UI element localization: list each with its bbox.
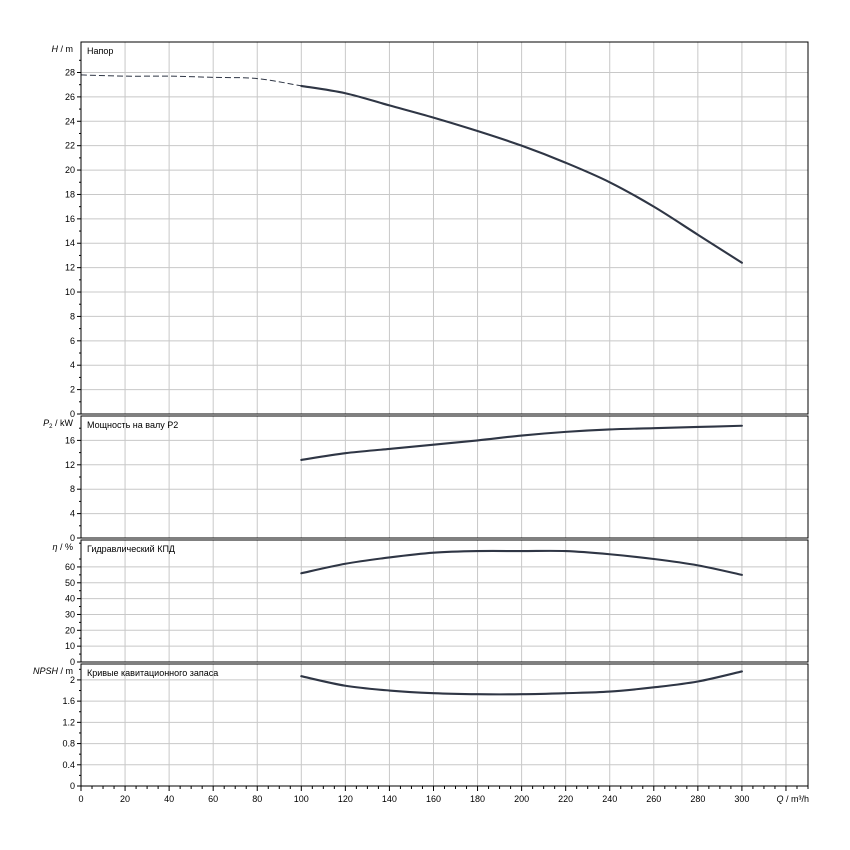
x-tick-label: 180 [470, 794, 485, 804]
x-tick-label: 80 [252, 794, 262, 804]
x-tick-label: 120 [338, 794, 353, 804]
y-tick-label: 6 [70, 336, 75, 346]
y-tick-label: 18 [65, 189, 75, 199]
y-axis-label: η / % [52, 542, 73, 552]
x-tick-label: 300 [734, 794, 749, 804]
y-tick-label: 30 [65, 609, 75, 619]
y-tick-label: 14 [65, 238, 75, 248]
curve-layer [80, 74, 743, 696]
y-tick-label: 28 [65, 67, 75, 77]
x-tick-label: 200 [514, 794, 529, 804]
x-axis-label: Q / m³/h [776, 794, 809, 804]
panel-title: Гидравлический КПД [87, 544, 175, 554]
y-tick-label: 0 [70, 781, 75, 791]
y-tick-label: 4 [70, 360, 75, 370]
panel-title: Кривые кавитационного запаса [87, 668, 218, 678]
y-tick-label: 50 [65, 578, 75, 588]
panel-frame [80, 539, 809, 663]
x-tick-label: 140 [382, 794, 397, 804]
y-tick-label: 10 [65, 287, 75, 297]
y-tick-label: 8 [70, 311, 75, 321]
x-tick-label: 260 [646, 794, 661, 804]
x-tick-label: 100 [294, 794, 309, 804]
series-line-power [300, 424, 743, 461]
x-tick-label: 40 [164, 794, 174, 804]
y-tick-label: 22 [65, 141, 75, 151]
y-tick-label: 0 [70, 657, 75, 667]
x-tick-label: 240 [602, 794, 617, 804]
y-tick-label: 40 [65, 594, 75, 604]
y-tick-label: 4 [70, 509, 75, 519]
panel-frame [80, 41, 809, 415]
y-tick-label: 20 [65, 625, 75, 635]
y-tick-label: 1.6 [62, 696, 75, 706]
y-tick-label: 0 [70, 533, 75, 543]
panel-frame [80, 415, 809, 539]
y-axis-label: P2 / kW [43, 418, 73, 430]
y-axis-label: NPSH / m [33, 666, 73, 676]
y-tick-label: 0.4 [62, 760, 75, 770]
grid-layer [81, 42, 808, 786]
series-line-head [300, 84, 743, 264]
y-tick-label: 1.2 [62, 717, 75, 727]
x-tick-label: 20 [120, 794, 130, 804]
panel-title: Мощность на валу P2 [87, 420, 178, 430]
y-tick-label: 2 [70, 675, 75, 685]
x-tick-label: 220 [558, 794, 573, 804]
y-tick-label: 8 [70, 484, 75, 494]
panel-title: Напор [87, 46, 113, 56]
y-tick-label: 60 [65, 562, 75, 572]
series-line-efficiency [300, 549, 743, 576]
series-line-npsh [300, 670, 743, 696]
y-tick-label: 20 [65, 165, 75, 175]
y-tick-label: 0 [70, 409, 75, 419]
y-tick-label: 12 [65, 263, 75, 273]
y-tick-label: 0.8 [62, 739, 75, 749]
y-tick-label: 26 [65, 92, 75, 102]
x-tick-label: 60 [208, 794, 218, 804]
y-tick-label: 16 [65, 214, 75, 224]
y-tick-label: 2 [70, 385, 75, 395]
y-axis-label: H / m [52, 44, 74, 54]
y-tick-label: 12 [65, 460, 75, 470]
y-tick-label: 24 [65, 116, 75, 126]
y-tick-label: 10 [65, 641, 75, 651]
x-tick-label: 0 [78, 794, 83, 804]
y-tick-label: 16 [65, 435, 75, 445]
x-tick-label: 160 [426, 794, 441, 804]
series-dashed-head [80, 74, 302, 87]
x-tick-label: 280 [690, 794, 705, 804]
frame-layer [77, 41, 809, 791]
